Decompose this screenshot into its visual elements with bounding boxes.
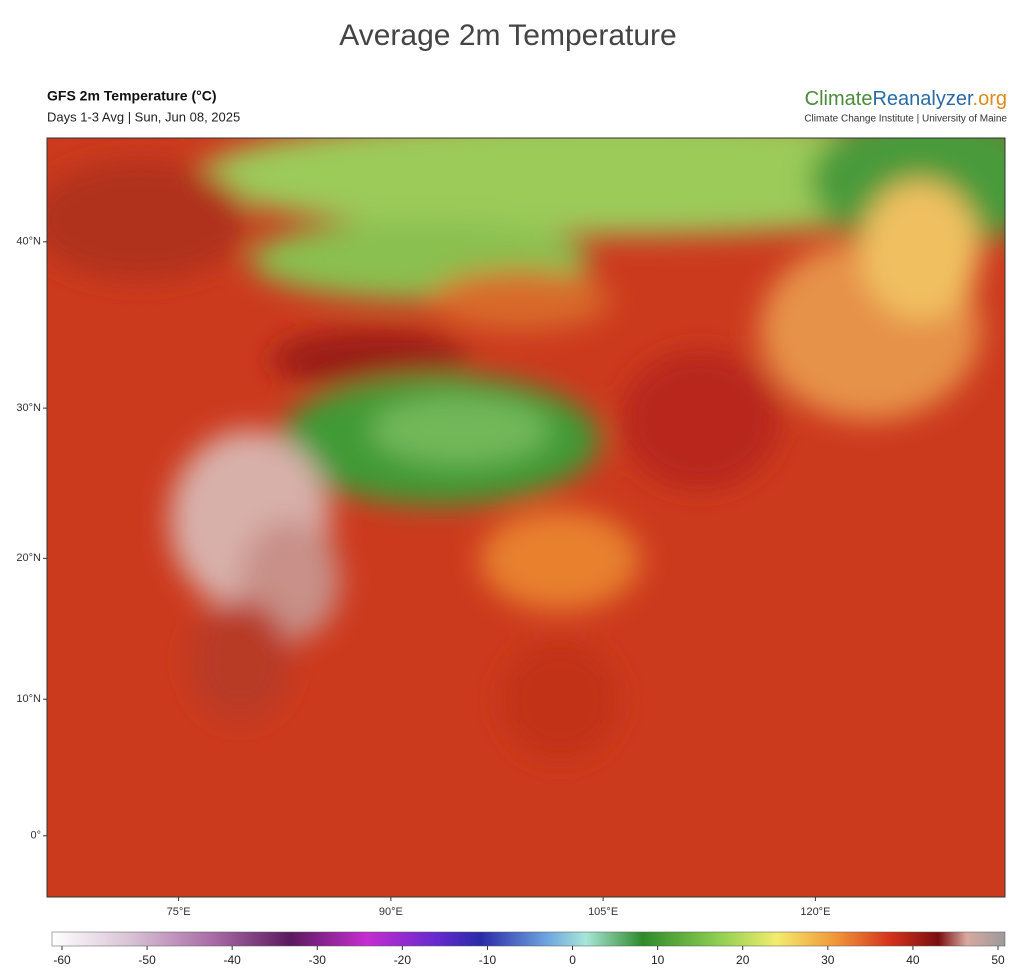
- logo-part: .org: [973, 88, 1007, 110]
- y-tick-label: 10°N: [16, 693, 41, 705]
- y-tick-label: 30°N: [16, 402, 41, 414]
- period-label: Days 1-3 Avg | Sun, Jun 08, 2025: [47, 109, 240, 124]
- colorbar-label: 50: [991, 953, 1005, 967]
- colorbar-label: -40: [224, 953, 242, 967]
- logo-part: Reanalyzer: [872, 88, 974, 110]
- colorbar: [51, 931, 1006, 947]
- colorbar-label: -30: [309, 953, 327, 967]
- colorbar-label: -20: [394, 953, 412, 967]
- colorbar-label: 0: [569, 953, 576, 967]
- product-label: GFS 2m Temperature (°C): [47, 88, 216, 104]
- logo-subtitle: Climate Change Institute | University of…: [804, 114, 1007, 125]
- y-tick-label: 0°: [30, 830, 41, 842]
- x-tick-label: 90°E: [379, 906, 403, 918]
- map: [47, 138, 1005, 897]
- colorbar-label: -50: [138, 953, 156, 967]
- colorbar-label: 20: [736, 953, 750, 967]
- colorbar-label: -10: [479, 953, 497, 967]
- colorbar-label: -60: [53, 953, 71, 967]
- x-tick-label: 75°E: [167, 906, 191, 918]
- colorbar-label: 40: [906, 953, 920, 967]
- title: Average 2m Temperature: [339, 19, 676, 52]
- map-frame: [46, 137, 1006, 898]
- logo: ClimateReanalyzer.org: [805, 88, 1007, 110]
- y-tick-label: 20°N: [16, 552, 41, 564]
- x-tick-label: 120°E: [800, 906, 830, 918]
- colorbar-label: 30: [821, 953, 835, 967]
- x-tick-label: 105°E: [588, 906, 618, 918]
- colorbar-label: 10: [651, 953, 665, 967]
- logo-part: Climate: [805, 88, 873, 110]
- y-tick-label: 40°N: [16, 236, 41, 248]
